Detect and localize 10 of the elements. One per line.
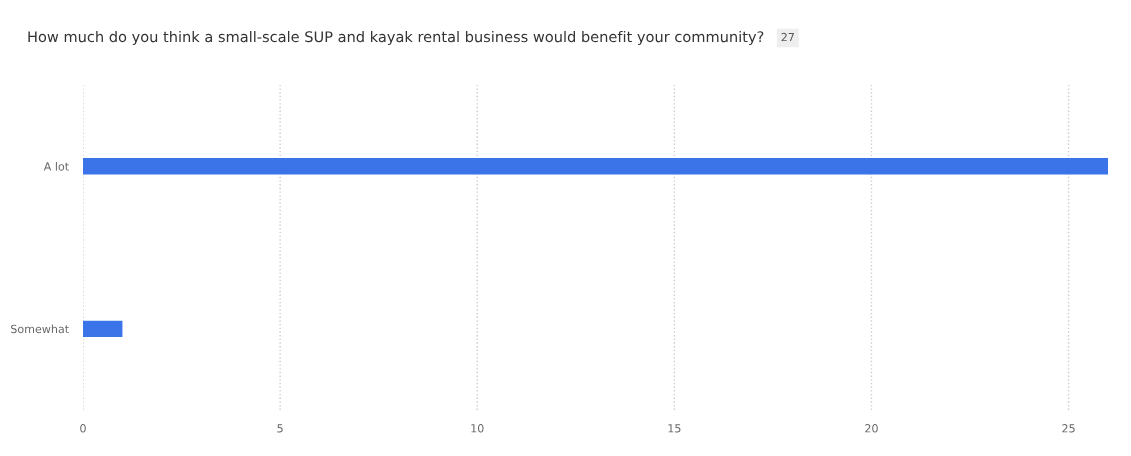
text: 27 <box>781 32 794 42</box>
x-tick-label: 15 <box>668 424 681 433</box>
x-tick-label: 10 <box>471 424 484 433</box>
x-tick-label: 20 <box>865 424 878 433</box>
y-tick-label: Somewhat <box>11 324 69 334</box>
chart-title: How much do you think a small-scale SUP and kayak rental business would benefit your community? <box>28 30 764 46</box>
x-tick-label: 0 <box>80 424 86 433</box>
x-tick-label: 25 <box>1062 424 1075 433</box>
x-tick-label: 5 <box>277 424 283 433</box>
y-tick-label: A lot <box>43 162 69 171</box>
